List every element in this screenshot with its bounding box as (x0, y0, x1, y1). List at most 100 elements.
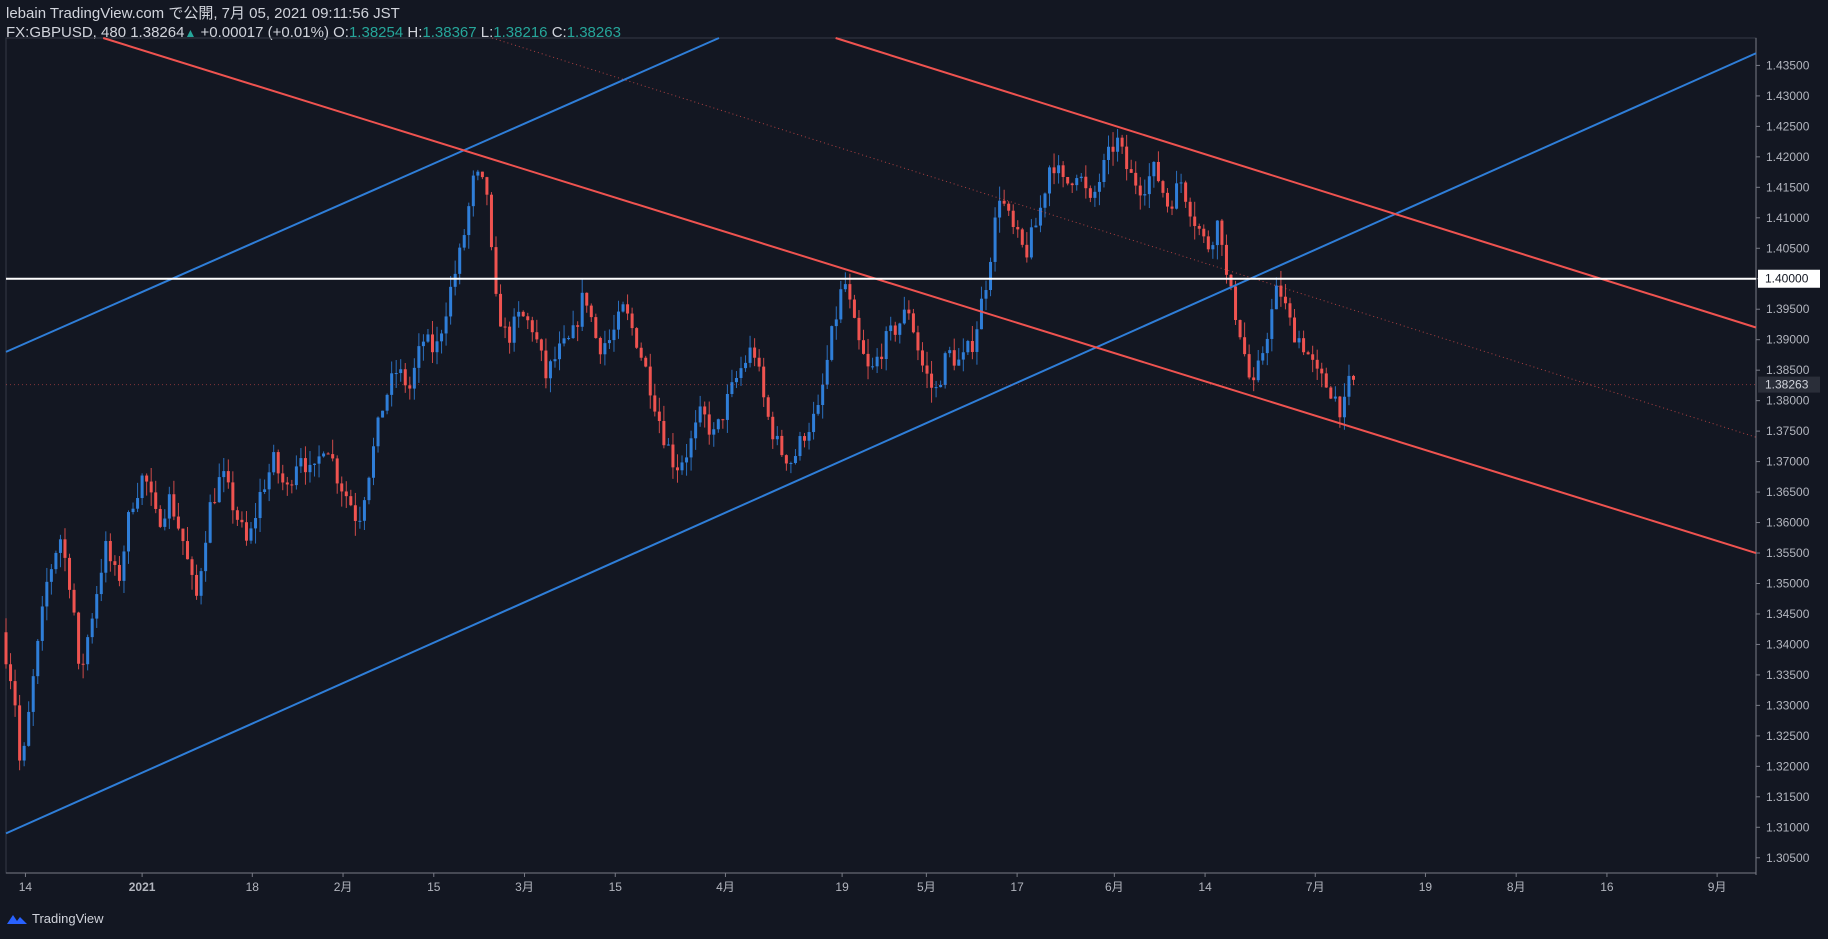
candle-body (258, 491, 262, 519)
candle-body (1261, 353, 1265, 361)
candle-body (344, 491, 348, 497)
candle-body (1007, 203, 1011, 211)
candle-body (1116, 137, 1120, 152)
candle-body (1197, 226, 1201, 229)
candle-body (449, 286, 453, 317)
price-axis[interactable]: 1.30500 1.31000 1.31500 1.32000 1.32500 1.330… (1756, 58, 1820, 865)
candles-group (4, 129, 1355, 771)
candle-body (403, 369, 407, 386)
price-tick-label: 1.37500 (1766, 424, 1810, 438)
candle-body (961, 352, 965, 360)
ohlc-line: FX:GBPUSD, 480 1.38264▲ +0.00017 (+0.01%… (6, 23, 621, 42)
candle-body (748, 347, 752, 363)
time-tick-label: 17 (1010, 880, 1024, 894)
candle-body (58, 539, 62, 553)
candle-body (930, 373, 934, 388)
candle-body (131, 508, 135, 513)
price-tick-label: 1.36500 (1766, 485, 1810, 499)
candle-body (834, 319, 838, 327)
candle-body (1070, 183, 1074, 186)
price-tick-label: 1.33000 (1766, 698, 1810, 712)
candle-body (1352, 375, 1355, 380)
trend-lines-group[interactable] (5, 37, 1757, 835)
candle-body (185, 541, 189, 560)
symbol-label: FX:GBPUSD, 480 (6, 24, 127, 41)
candle-body (154, 492, 158, 509)
last-price: 1.38264 (130, 24, 185, 41)
candle-body (95, 594, 99, 619)
candle-body (843, 284, 847, 290)
candle-body (739, 368, 743, 378)
candle-body (1061, 165, 1065, 177)
candle-body (72, 589, 76, 613)
candle-body (807, 432, 811, 441)
candle-body (485, 177, 489, 195)
support-price-label: 1.40000 (1765, 272, 1809, 286)
time-tick-label: 6月 (1105, 880, 1124, 894)
candle-body (1270, 309, 1274, 339)
footer-brand[interactable]: TradingView (6, 911, 104, 926)
candle-body (18, 705, 22, 761)
price-tick-label: 1.41500 (1766, 180, 1810, 194)
time-axis[interactable]: 14 2021 18 2月 15 3月 15 4月 19 5月 17 6月 14 7月 19 8月 16 9月 (19, 873, 1727, 894)
candle-body (1152, 161, 1156, 177)
candle-body (626, 304, 630, 314)
candle-body (349, 496, 353, 506)
candle-body (127, 512, 130, 552)
lower-blue-channel-line (5, 52, 1757, 835)
candle-body (1320, 368, 1324, 374)
price-tick-label: 1.41000 (1766, 211, 1810, 225)
price-tick-label: 1.43500 (1766, 58, 1810, 72)
price-tick-label: 1.35000 (1766, 576, 1810, 590)
candle-body (181, 528, 185, 542)
candle-body (1057, 165, 1061, 174)
candle-body (567, 338, 571, 340)
candle-body (90, 618, 94, 638)
time-tick-label: 16 (1600, 880, 1614, 894)
candle-body (99, 572, 103, 595)
time-tick-label: 9月 (1708, 880, 1727, 894)
candle-body (970, 340, 974, 352)
candle-body (231, 482, 235, 511)
candle-body (244, 522, 248, 541)
candle-body (1347, 375, 1351, 397)
time-tick-label: 5月 (917, 880, 936, 894)
candle-body (235, 510, 239, 520)
candle-body (562, 338, 566, 344)
candle-body (322, 453, 326, 457)
candle-body (644, 357, 648, 367)
candle-body (1206, 236, 1210, 250)
candle-body (703, 406, 707, 415)
up-arrow-icon: ▲ (184, 26, 197, 40)
candle-body (580, 292, 584, 327)
candle-body (875, 356, 879, 367)
candle-body (40, 606, 44, 641)
candle-body (662, 421, 666, 446)
candle-body (204, 542, 208, 572)
candle-body (671, 444, 675, 468)
plot-area (5, 37, 1757, 874)
candle-body (1293, 317, 1297, 343)
candle-body (1107, 146, 1110, 160)
candle-body (1247, 354, 1251, 378)
candle-body (1125, 146, 1129, 170)
candle-body (535, 332, 539, 340)
candle-body (13, 681, 17, 706)
candle-body (612, 329, 616, 341)
candle-body (240, 519, 244, 523)
candle-body (1238, 320, 1242, 338)
candle-body (698, 406, 702, 423)
price-tick-label: 1.38000 (1766, 394, 1810, 408)
candle-body (975, 329, 979, 352)
price-tick-label: 1.38500 (1766, 363, 1810, 377)
candle-body (331, 454, 335, 459)
price-tick-label: 1.39500 (1766, 302, 1810, 316)
candle-body (725, 393, 729, 420)
candle-body (394, 373, 398, 375)
candle-body (1165, 192, 1169, 207)
candle-body (798, 436, 802, 457)
candle-body (489, 194, 493, 248)
candle-body (943, 353, 947, 385)
candle-body (1288, 303, 1292, 318)
